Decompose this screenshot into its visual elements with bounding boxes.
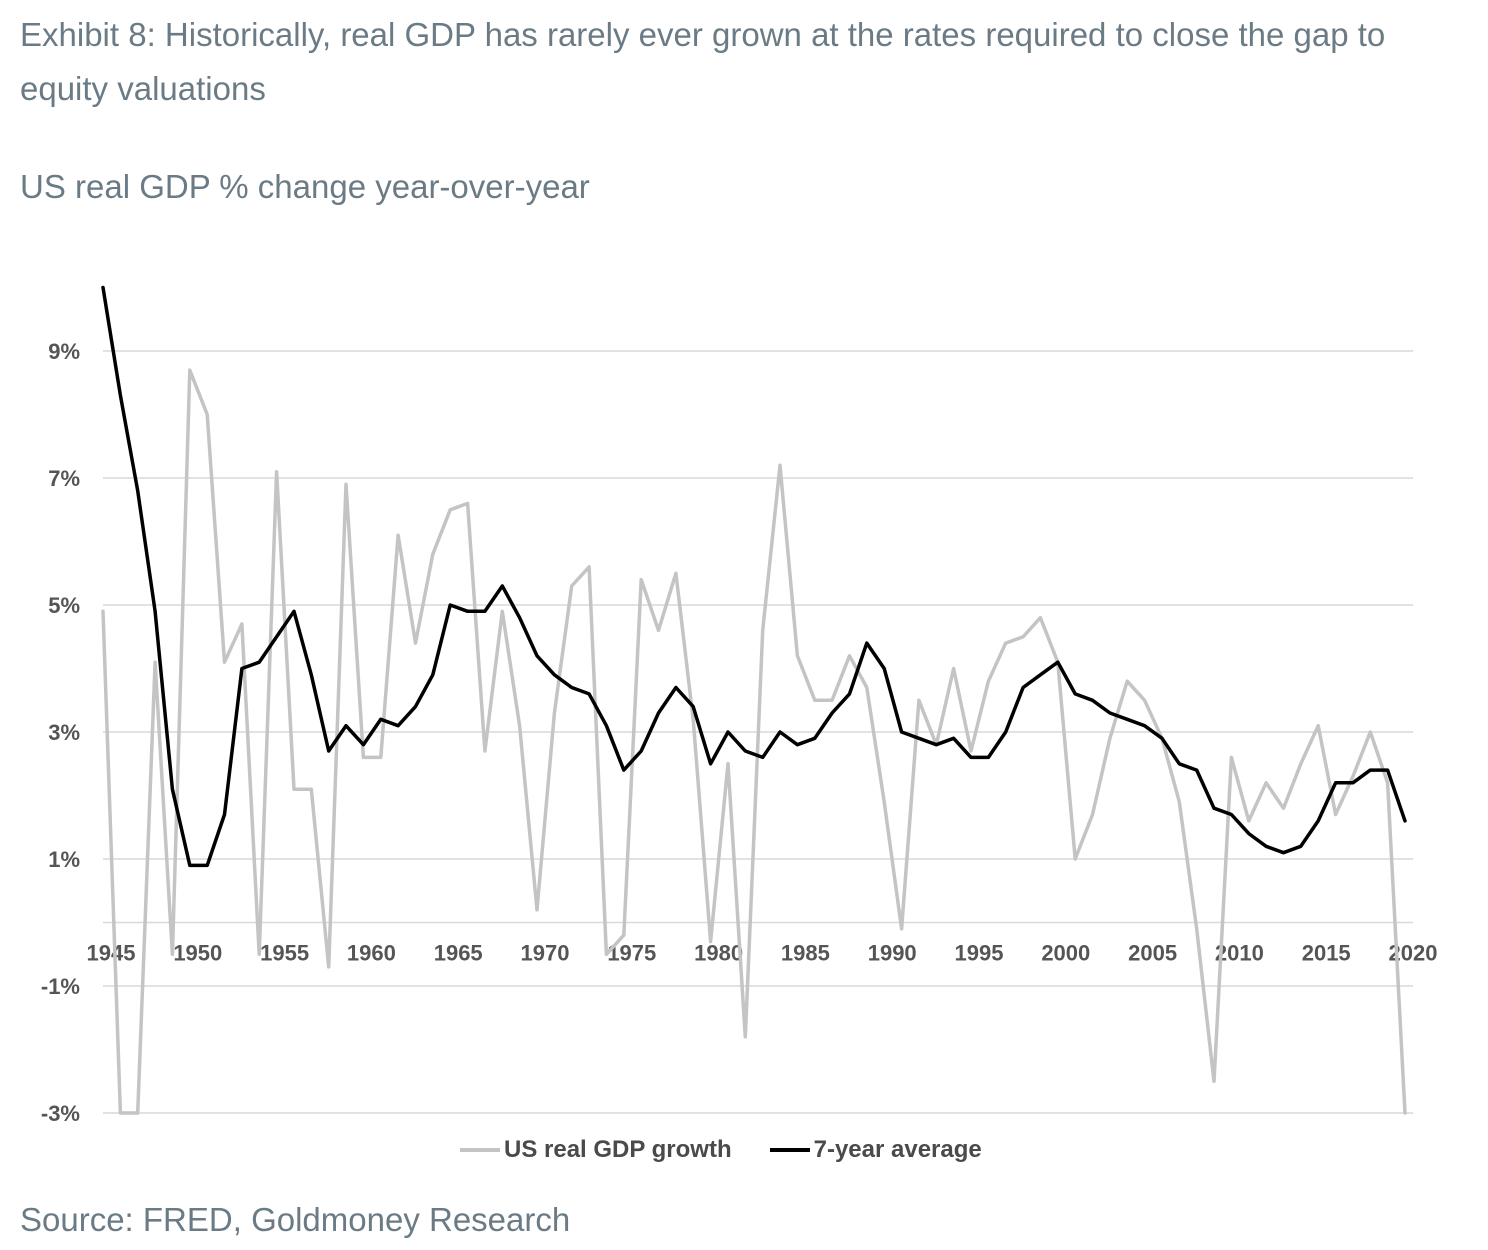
- y-tick-label: 7%: [48, 466, 80, 491]
- y-tick-label: 9%: [48, 339, 80, 364]
- legend-swatch-average: [769, 1148, 810, 1152]
- x-tick-label: 2005: [1128, 941, 1177, 966]
- x-tick-label: 1950: [173, 941, 222, 966]
- legend-label-gdp: US real GDP growth: [504, 1136, 732, 1163]
- x-tick-label: 1955: [260, 941, 309, 966]
- legend-item-average: 7-year average: [769, 1136, 982, 1164]
- y-axis-ticks: 9% 7% 5% 3% 1% -1% -3%: [41, 339, 80, 1126]
- x-axis-ticks: 1945 1950 1955 1960 1965 1970 1975 1980 1985 1990…: [87, 941, 1438, 966]
- x-tick-label: 1965: [434, 941, 483, 966]
- x-tick-label: 1960: [347, 941, 396, 966]
- y-tick-label: -3%: [41, 1101, 80, 1126]
- chart-title: Exhibit 8: Historically, real GDP has ra…: [20, 16, 1386, 107]
- series-lines: [101, 285, 1407, 1115]
- chart-subtitle: US real GDP % change year-over-year: [20, 168, 590, 205]
- y-tick-label: 1%: [48, 847, 80, 872]
- chart-legend: US real GDP growth 7-year average: [460, 1136, 1020, 1164]
- y-tick-label: -1%: [41, 974, 80, 999]
- x-tick-label: 1985: [781, 941, 830, 966]
- x-tick-label: 2000: [1041, 941, 1090, 966]
- x-tick-label: 1990: [868, 941, 917, 966]
- y-tick-label: 3%: [48, 720, 80, 745]
- x-tick-label: 1970: [521, 941, 570, 966]
- x-tick-label: 1980: [694, 941, 743, 966]
- x-tick-label: 1995: [955, 941, 1004, 966]
- series-line-7-year-average: [101, 285, 1407, 868]
- x-tick-label: 2015: [1302, 941, 1351, 966]
- x-tick-label: 1945: [87, 941, 136, 966]
- legend-swatch-gdp: [460, 1148, 500, 1152]
- y-tick-label: 5%: [48, 593, 80, 618]
- legend-label-average: 7-year average: [813, 1136, 982, 1163]
- series-line-gdp-growth: [101, 368, 1407, 1115]
- legend-item-gdp: US real GDP growth: [460, 1136, 732, 1164]
- source-note: Source: FRED, Goldmoney Research: [20, 1201, 571, 1238]
